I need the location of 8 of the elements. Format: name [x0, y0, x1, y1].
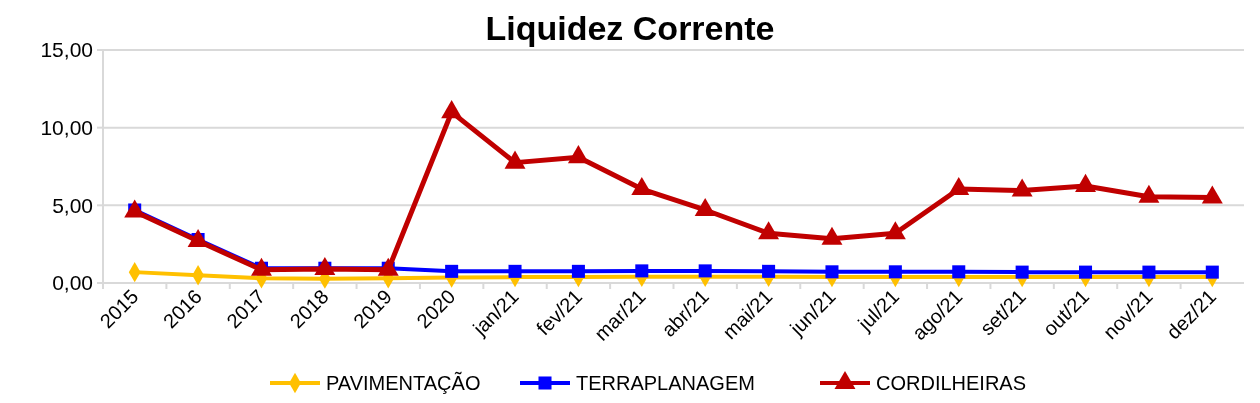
legend-label: CORDILHEIRAS — [876, 372, 1027, 394]
y-tick-label: 10,00 — [40, 116, 93, 140]
chart-title: Liquidez Corrente — [485, 9, 775, 47]
y-tick-label: 0,00 — [52, 271, 93, 295]
y-tick-label: 5,00 — [52, 193, 93, 217]
legend-label: PAVIMENTAÇÃO — [326, 371, 481, 394]
legend-label: TERRAPLANAGEM — [576, 372, 755, 394]
y-tick-label: 15,00 — [40, 38, 93, 62]
